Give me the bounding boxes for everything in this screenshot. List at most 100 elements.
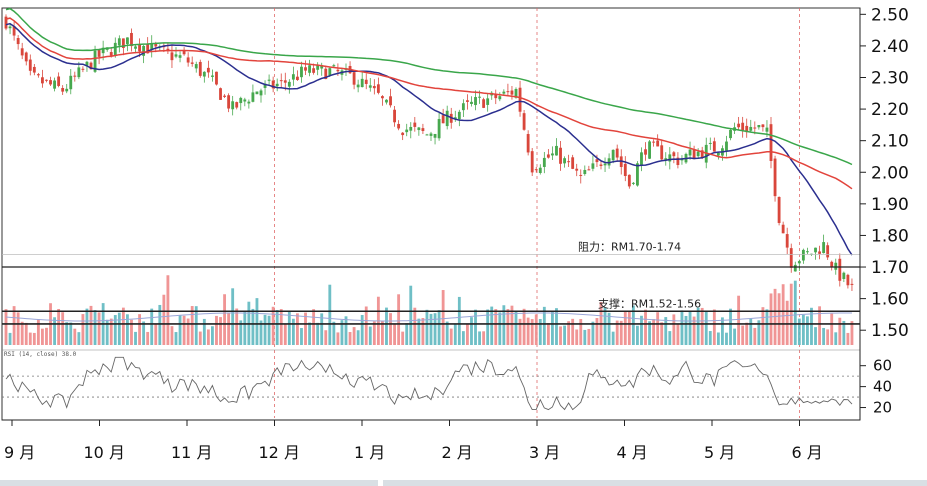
volume-bar [822,327,826,345]
volume-bar [121,307,125,345]
candle-body [243,99,247,102]
volume-bar [393,323,396,345]
volume-bar [676,324,680,345]
volume-bar [575,329,579,345]
volume-bar [81,314,85,345]
volume-bar [579,319,583,345]
volume-bar [777,293,781,345]
candle-body [526,134,530,153]
candle-body [368,85,372,88]
volume-bar [158,304,162,345]
candle-body [785,234,789,248]
volume-bar [619,320,623,345]
candle-body [725,141,728,151]
candle-body [457,111,461,120]
rsi-panel: RSI (14, close) 38.0 [2,349,860,411]
volume-bar [801,314,805,345]
candle-body [433,133,437,138]
volume-bar [631,305,635,345]
volume-bar [627,311,631,345]
candle-body [126,37,129,44]
volume-bar [409,285,413,345]
volume-bar [126,314,129,345]
candle-body [134,46,137,49]
candle-body [421,128,425,131]
candle-body [648,141,651,159]
candle-body [219,88,222,100]
volume-bar [490,306,494,345]
volume-bar [793,280,797,345]
volume-bar [688,310,692,345]
candle-body [737,123,741,128]
candle-body [53,80,56,89]
volume-bar [20,321,24,345]
candle-body [385,99,388,103]
volume-bar [684,315,688,345]
candle-body [773,158,777,197]
volume-bar [433,313,437,345]
volume-bar [202,318,206,345]
candle-body [587,169,591,171]
month-label: 12 月 [259,443,300,462]
candle-body [522,113,526,130]
volume-bar [838,317,842,345]
volume-bar [546,323,550,345]
volume-bar [482,331,486,345]
candle-body [4,16,8,29]
volume-bar [449,328,453,345]
volume-bar [211,326,214,345]
candle-body [312,68,316,73]
candle-body [494,93,498,99]
candle-body [283,80,287,83]
rsi-small-label: RSI (14, close) 38.0 [4,351,77,358]
price-tick-label: 2.40 [871,37,909,57]
candle-body [806,251,809,253]
candle-body [640,152,643,166]
volume-bar [328,284,332,345]
volume-bar [296,313,299,345]
candle-body [308,65,311,73]
candle-body [636,163,639,186]
volume-bar [16,312,20,345]
candle-body [45,79,48,81]
price-tick-label: 1.70 [871,258,909,278]
rsi-tick-label: 40 [873,378,892,396]
volume-bar [73,328,77,345]
month-label: 9 月 [4,443,35,462]
volume-bar [644,309,647,345]
rsi-tick-label: 60 [873,357,892,375]
candle-body [150,43,154,50]
volume-bar [551,310,554,345]
volume-bar [753,327,757,345]
candle-body [231,101,235,110]
volume-bar [716,332,720,345]
candle-body [101,47,105,54]
volume-bar [166,275,170,345]
candle-body [830,261,834,267]
volume-bar [769,293,773,345]
candle-body [599,164,603,166]
volume-bar [672,314,676,345]
volume-bar [712,309,716,345]
month-label: 11 月 [171,443,212,462]
volume-bar [761,307,765,345]
candle-body [332,65,336,67]
price-tick-label: 2.20 [871,100,909,120]
volume-bar [470,317,473,345]
candle-body [117,38,121,46]
volume-bar [93,310,97,345]
candle-body [154,43,158,47]
volume-bar [494,309,498,345]
volume-bar [453,324,457,345]
month-label: 2 月 [442,443,473,462]
volume-bar [251,308,255,345]
candle-body [692,149,696,160]
volume-bar [239,320,243,345]
candle-body [41,77,44,84]
candle-body [688,149,692,156]
volume-bar [542,306,546,345]
candle-body [567,161,571,163]
month-label: 10 月 [84,443,125,462]
volume-bar [206,329,210,345]
volume-bar [826,329,830,345]
